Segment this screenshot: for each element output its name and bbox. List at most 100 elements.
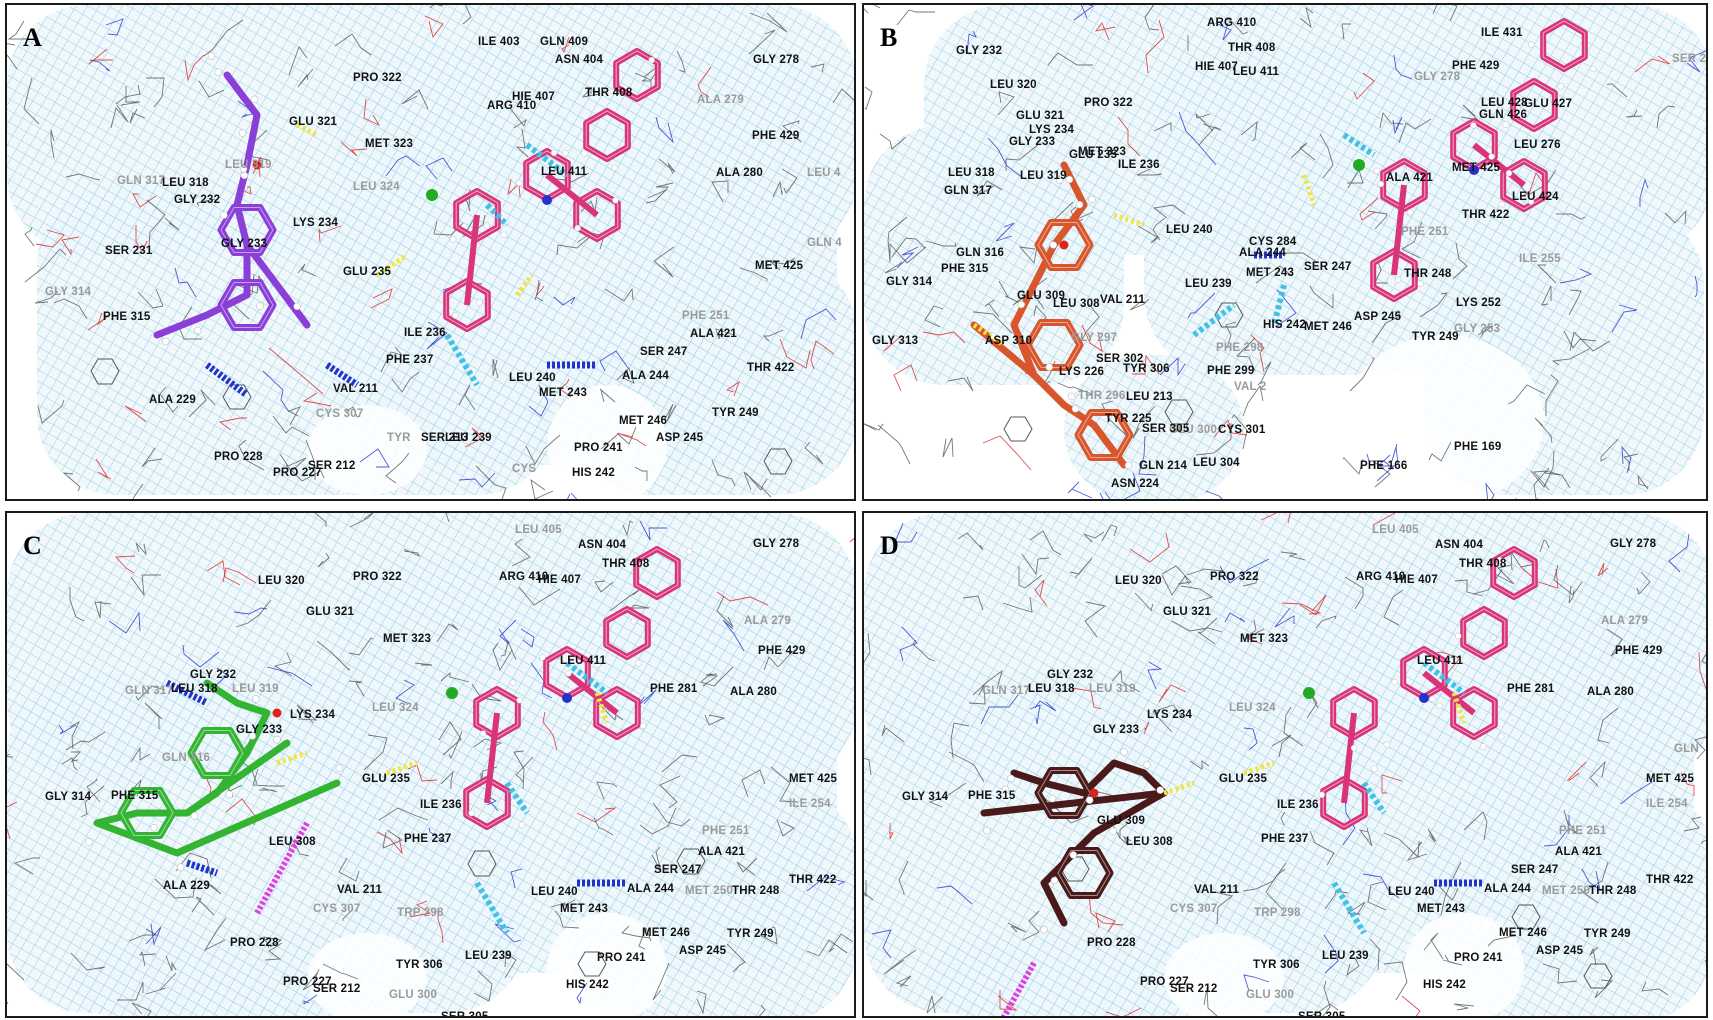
residue-stick xyxy=(464,188,471,212)
residue-stick xyxy=(378,807,429,821)
residue-stick xyxy=(437,909,444,944)
oxygen-atom xyxy=(272,708,282,718)
residue-label: GLY 314 xyxy=(902,791,949,803)
residue-stick xyxy=(1197,617,1218,645)
residue-stick xyxy=(984,299,1000,318)
residue-label: PHE 299 xyxy=(1207,365,1255,377)
residue-stick xyxy=(380,346,404,373)
residue-stick xyxy=(1138,435,1157,476)
residue-stick xyxy=(7,43,18,70)
reference-bond xyxy=(464,214,480,306)
residue-stick xyxy=(1159,356,1186,377)
residue-stick xyxy=(696,990,707,1015)
residue-label: GLY 278 xyxy=(1610,538,1657,550)
residue-stick xyxy=(178,306,202,340)
residue-label: LEU 240 xyxy=(531,886,578,898)
halogen-interaction xyxy=(185,859,219,877)
residue-stick xyxy=(70,751,82,762)
residue-stick xyxy=(1589,760,1606,787)
residue-stick xyxy=(947,376,974,392)
residue-stick xyxy=(1381,774,1403,794)
hydrogen-atom xyxy=(1007,774,1015,783)
residue-stick xyxy=(883,949,917,975)
residue-stick xyxy=(1073,5,1094,21)
residue-label: ALA 280 xyxy=(1587,686,1634,698)
pi-interaction xyxy=(1422,660,1466,696)
residue-stick xyxy=(1419,292,1449,318)
residue-stick xyxy=(1515,497,1517,499)
reference-bond xyxy=(1422,670,1476,716)
residue-stick xyxy=(1012,293,1040,306)
residue-stick xyxy=(550,899,576,908)
hydrogen-bond xyxy=(276,750,308,766)
residue-stick xyxy=(428,827,447,844)
residue-label: HIE 407 xyxy=(1395,574,1438,586)
residue-label: ALA 244 xyxy=(627,883,674,895)
residue-stick xyxy=(317,552,330,568)
hydrogen-atom xyxy=(293,302,301,311)
residue-stick xyxy=(348,680,365,697)
residue-label: LEU 240 xyxy=(509,372,556,384)
residue-stick xyxy=(1541,285,1552,306)
residue-stick xyxy=(1656,105,1676,129)
hydrogen-bond xyxy=(295,122,319,138)
residue-stick xyxy=(302,392,332,407)
residue-stick xyxy=(206,560,241,586)
residue-stick xyxy=(1485,482,1495,499)
residue-label: ALA 244 xyxy=(622,370,669,382)
residue-stick xyxy=(604,287,634,302)
residue-label: TYR 249 xyxy=(727,928,774,940)
hydrogen-atom xyxy=(1067,392,1076,401)
residue-stick xyxy=(616,432,647,447)
residue-stick xyxy=(1195,112,1214,132)
residue-ring xyxy=(676,848,706,875)
hydrogen-atom xyxy=(202,666,211,675)
chlorine-atom xyxy=(426,189,438,201)
residue-stick xyxy=(1129,298,1150,311)
hydrogen-atom xyxy=(630,617,638,625)
residue-stick xyxy=(1161,565,1192,585)
hydrogen-atom xyxy=(150,823,158,832)
residue-stick xyxy=(1224,612,1246,623)
cavity xyxy=(307,405,427,495)
hydrogen-atom xyxy=(509,679,517,686)
hydrogen-atom xyxy=(256,238,264,247)
residue-stick xyxy=(530,662,553,699)
pi-interaction xyxy=(1331,881,1367,935)
residue-stick xyxy=(1566,761,1587,781)
residue-label: PHE 237 xyxy=(404,833,452,845)
residue-stick xyxy=(1047,52,1093,66)
residue-stick xyxy=(132,483,144,499)
residue-label: MET 425 xyxy=(1452,162,1501,174)
residue-stick xyxy=(1235,337,1256,372)
residue-stick xyxy=(950,722,970,759)
hydrogen-atom xyxy=(648,56,655,64)
residue-stick xyxy=(266,666,313,687)
residue-stick xyxy=(912,639,936,662)
residue-label-faint: ILE 254 xyxy=(789,798,831,810)
ligand-ring-highlight xyxy=(190,730,244,776)
residue-label: THR 408 xyxy=(602,558,650,570)
residue-label: MET 246 xyxy=(1304,321,1353,333)
residue-stick xyxy=(1280,811,1286,826)
residue-stick xyxy=(1152,217,1166,241)
residue-stick xyxy=(561,36,570,54)
residue-stick xyxy=(1242,570,1259,587)
residue-label: GLY 232 xyxy=(956,45,1003,57)
residue-label: GLY 314 xyxy=(886,276,933,288)
residue-stick xyxy=(7,963,25,981)
residue-label: ILE 236 xyxy=(404,327,446,339)
residue-stick xyxy=(515,756,534,783)
residue-stick xyxy=(252,768,285,787)
residue-stick xyxy=(883,335,902,352)
residue-stick xyxy=(1452,242,1468,280)
residue-label: GLY 232 xyxy=(174,194,221,206)
residue-stick xyxy=(7,20,29,40)
residue-label: SER 212 xyxy=(313,983,361,995)
hydrogen-atom xyxy=(594,661,601,668)
residue-stick xyxy=(340,141,368,157)
panel-b: B SER 2 GLY 278 ILE 255 PHE 251 GLY 253 GLY 2… xyxy=(862,3,1708,501)
residue-label: PRO 322 xyxy=(353,571,402,583)
hydrogen-atom xyxy=(1482,564,1490,571)
hydrogen-atom xyxy=(190,812,199,820)
